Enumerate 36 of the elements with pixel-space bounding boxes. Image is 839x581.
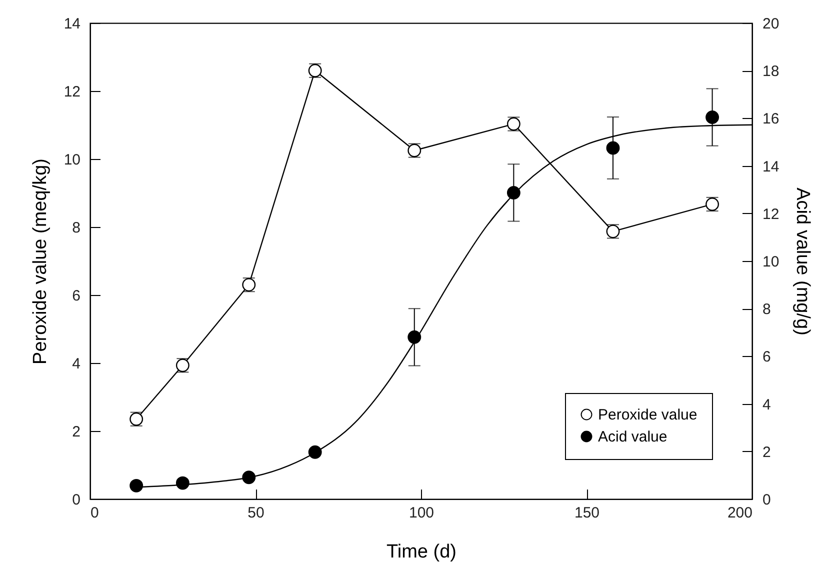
- y-tick-label: 14: [64, 16, 80, 32]
- point: [506, 186, 520, 200]
- y2-tick-label: 6: [762, 348, 771, 366]
- x-axis-title: Time (d): [386, 542, 457, 562]
- y-tick-label: 6: [72, 288, 80, 304]
- x-tick-label: 50: [248, 504, 264, 522]
- point: [606, 141, 620, 155]
- point: [706, 110, 720, 124]
- y2-tick-label: 18: [762, 63, 780, 80]
- y-tick-label: 10: [64, 152, 80, 168]
- y2-axis-title: Acid value (mg/g): [792, 188, 814, 336]
- y-axis-title: Peroxide value (meq/kg): [30, 158, 51, 364]
- legend-label: Acid value: [598, 428, 668, 446]
- y-tick-label: 0: [72, 492, 80, 508]
- y-tick-label: 2: [72, 424, 80, 440]
- y-tick-label: 8: [72, 220, 80, 236]
- y2-tick-label: 8: [762, 301, 771, 318]
- x-tick-label: 150: [574, 504, 600, 522]
- y-tick-label: 12: [64, 84, 80, 100]
- x-tick-label: 100: [408, 504, 434, 522]
- y2-tick-label: 0: [762, 492, 771, 508]
- x-tick-label: 0: [90, 504, 99, 522]
- point: [130, 478, 144, 492]
- y2-tick-label: 10: [762, 254, 780, 270]
- point: [176, 476, 190, 490]
- point: [242, 470, 256, 484]
- point: [408, 330, 422, 344]
- y2-tick-label: 16: [762, 110, 780, 128]
- y2-tick-label: 4: [762, 396, 771, 414]
- y2-tick-label: 20: [762, 16, 780, 32]
- y2-tick-label: 2: [762, 444, 771, 461]
- y2-tick-label: 12: [762, 206, 780, 223]
- x-tick-label: 200: [727, 504, 752, 522]
- legend-label: Peroxide value: [598, 406, 698, 424]
- y2-tick-label: 14: [762, 158, 780, 176]
- y-tick-label: 4: [72, 356, 80, 372]
